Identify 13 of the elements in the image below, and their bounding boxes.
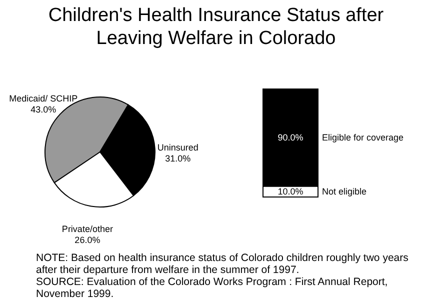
slice-label: Medicaid/ SCHIP [9, 93, 78, 104]
series-label: Not eligible [322, 186, 367, 197]
slice-label: Uninsured [157, 142, 198, 152]
data-label: 90.0% [278, 132, 304, 143]
data-label: 43.0% [30, 104, 56, 114]
text: NOTE: Based on health insurance status of Colorado children roughly two years after their departure from welfare in the summer of 1997. [36, 252, 410, 276]
data-label: 31.0% [165, 153, 191, 164]
source-note: SOURCE: Evaluation of the Colorado Works Program : First Annual Report, November 1999. [36, 276, 389, 300]
data-label: 26.0% [74, 234, 100, 245]
chart-title: Children's Health Insurance Status after Leaving Welfare in Colorado [47, 4, 385, 50]
series-label: Eligible for coverage [322, 132, 404, 143]
data-label: 10.0% [278, 186, 304, 197]
slice-label: Private/other [62, 224, 113, 234]
